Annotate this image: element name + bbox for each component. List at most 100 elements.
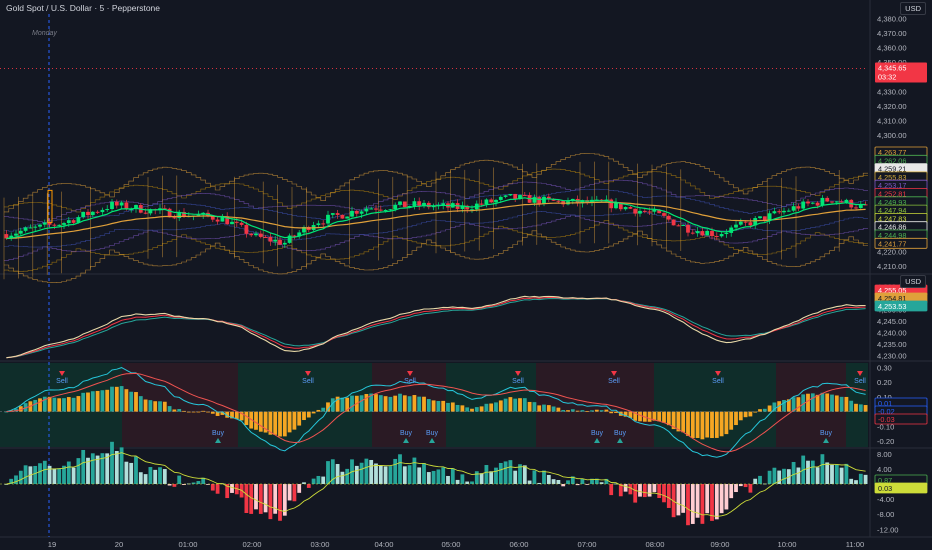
candle-body bbox=[273, 239, 278, 242]
histogram-bar bbox=[210, 411, 215, 414]
momentum-bar bbox=[422, 463, 426, 484]
price-axis-tick: 4,210.00 bbox=[877, 262, 907, 271]
buy-label: Buy bbox=[820, 430, 833, 437]
momentum-bar bbox=[38, 463, 42, 484]
momentum-bar bbox=[66, 461, 71, 484]
candle-body bbox=[753, 218, 758, 226]
histogram-bar bbox=[830, 394, 834, 412]
candle-body bbox=[422, 202, 426, 206]
momentum-bar bbox=[791, 461, 796, 484]
symbol-title[interactable]: Gold Spot / U.S. Dollar · 5 · Pepperston… bbox=[6, 3, 161, 13]
momentum-bar bbox=[182, 484, 186, 485]
candle-body bbox=[815, 202, 820, 206]
momentum-bar bbox=[849, 478, 854, 484]
histogram-bar bbox=[359, 395, 364, 412]
buy-marker-icon bbox=[429, 438, 435, 443]
momentum-bar bbox=[705, 484, 710, 514]
candle-body bbox=[465, 205, 470, 210]
histogram-bar bbox=[614, 411, 618, 413]
signal-line bbox=[6, 372, 866, 453]
candle-body bbox=[76, 217, 81, 223]
countdown-text: 03:32 bbox=[878, 72, 896, 81]
histogram-bar bbox=[671, 411, 676, 430]
histogram-bar bbox=[633, 411, 638, 421]
histogram-bar bbox=[522, 398, 527, 412]
momentum-bar bbox=[604, 478, 609, 484]
candle-body bbox=[119, 202, 124, 206]
candle-body bbox=[479, 203, 484, 205]
momentum-bar bbox=[820, 454, 825, 484]
momentum-bar bbox=[196, 481, 201, 484]
ma-tag-box bbox=[874, 300, 928, 312]
candle-body bbox=[114, 201, 119, 206]
momentum-bar bbox=[330, 459, 335, 484]
candle-body bbox=[383, 210, 388, 212]
histogram-bar bbox=[350, 395, 354, 412]
histogram-bar bbox=[772, 402, 777, 412]
histogram-bar bbox=[503, 398, 508, 412]
histogram-bar bbox=[609, 411, 614, 414]
histogram-bar bbox=[561, 410, 566, 412]
histogram-bar bbox=[753, 411, 758, 413]
histogram-bar bbox=[441, 400, 446, 412]
momentum-bar bbox=[806, 460, 810, 484]
histogram-bar bbox=[436, 401, 441, 412]
momentum-bar bbox=[215, 484, 220, 494]
histogram-bar bbox=[177, 409, 182, 412]
candle-body bbox=[42, 222, 47, 225]
momentum-bar bbox=[14, 475, 18, 484]
momentum-bar bbox=[62, 465, 66, 484]
price-tag: 4,262.06 bbox=[874, 154, 928, 166]
price-tag-text: 4,244.98 bbox=[878, 231, 906, 240]
histogram-bar bbox=[815, 394, 820, 412]
momentum-axis-tick: -8.00 bbox=[877, 510, 894, 519]
histogram-bar bbox=[206, 411, 210, 413]
momentum-bar bbox=[628, 484, 633, 495]
currency-button-main[interactable]: USD bbox=[900, 2, 926, 15]
momentum-bar bbox=[95, 455, 100, 484]
candle-body bbox=[623, 207, 628, 210]
time-axis-label: 03:00 bbox=[310, 540, 329, 549]
histogram-bar bbox=[662, 411, 666, 423]
momentum-bar bbox=[42, 460, 47, 484]
signal-zone bbox=[536, 363, 654, 447]
histogram-bar bbox=[426, 399, 431, 412]
momentum-bar bbox=[527, 480, 532, 484]
momentum-bar bbox=[162, 469, 167, 484]
momentum-bar bbox=[599, 482, 604, 484]
histogram-bar bbox=[110, 386, 114, 412]
momentum-bar bbox=[172, 484, 177, 487]
histogram-bar bbox=[143, 399, 148, 412]
momentum-bar bbox=[148, 467, 153, 484]
momentum-bar bbox=[383, 466, 388, 484]
candle-body bbox=[316, 223, 321, 226]
histogram-bar bbox=[820, 392, 825, 412]
momentum-bar bbox=[143, 474, 148, 484]
time-axis-label: 11:00 bbox=[846, 540, 864, 549]
histogram-bar bbox=[182, 410, 186, 412]
candle-body bbox=[484, 199, 489, 205]
histogram-bar bbox=[66, 397, 71, 412]
momentum-bar bbox=[201, 477, 206, 484]
candle-body bbox=[858, 204, 863, 208]
histogram-bar bbox=[758, 409, 762, 412]
oscillator-axis-tick: 0.20 bbox=[877, 378, 892, 387]
momentum-bar bbox=[244, 484, 249, 514]
momentum-bar bbox=[566, 480, 570, 484]
histogram-bar bbox=[42, 396, 47, 412]
histogram-bar bbox=[119, 386, 124, 412]
momentum-bar bbox=[52, 468, 57, 484]
histogram-bar bbox=[546, 405, 551, 412]
currency-button-pane2[interactable]: USD bbox=[900, 275, 926, 288]
buy-marker-icon bbox=[403, 438, 409, 443]
momentum-bar bbox=[570, 476, 575, 484]
histogram-bar bbox=[378, 395, 383, 412]
histogram-bar bbox=[316, 409, 321, 412]
histogram-bar bbox=[186, 411, 191, 413]
momentum-bar bbox=[57, 468, 62, 484]
candle-body bbox=[618, 202, 623, 210]
histogram-bar bbox=[374, 394, 378, 412]
candle-body bbox=[806, 201, 810, 204]
